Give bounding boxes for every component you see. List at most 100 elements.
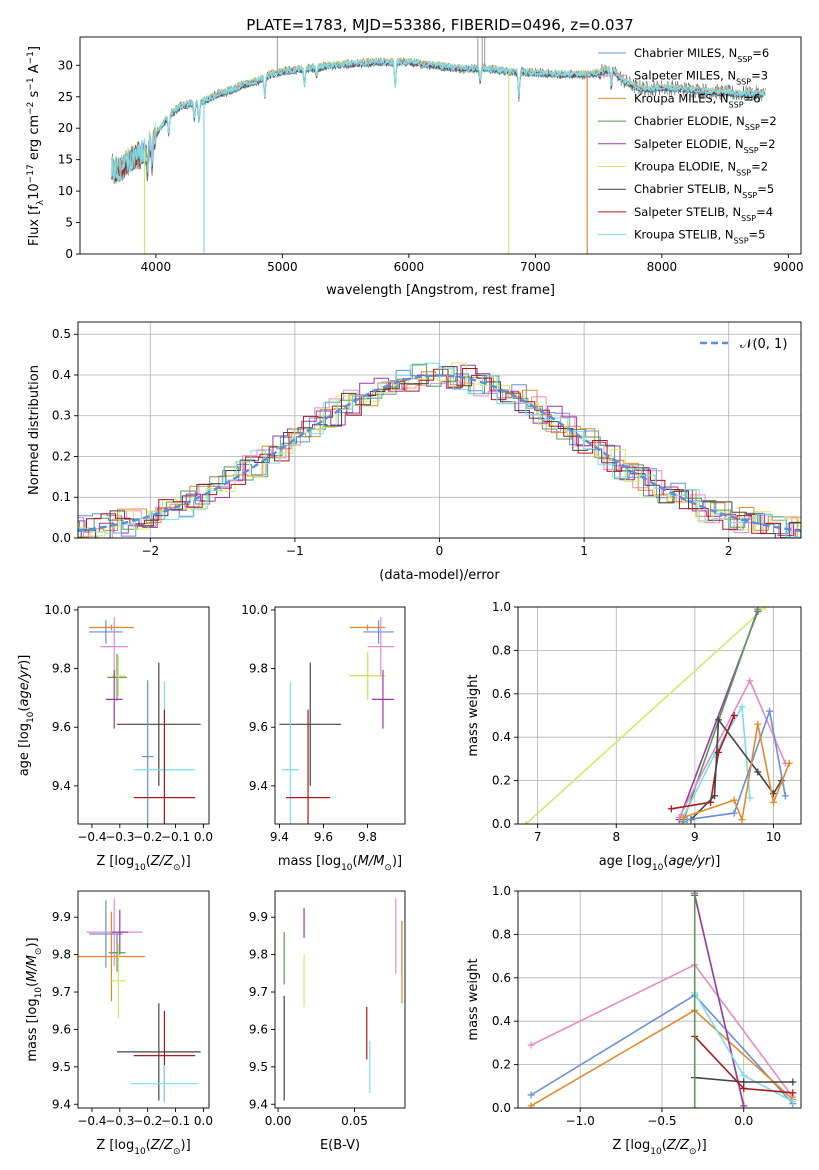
y-tick-label: 9.5 bbox=[249, 1060, 268, 1074]
legend-entry-nssp: 6 bbox=[762, 46, 769, 60]
legend-entry-subscript: SSP bbox=[736, 77, 751, 86]
x-tick-label: 0.0 bbox=[734, 1114, 753, 1128]
x-axis-label-part: )] bbox=[392, 854, 402, 869]
y-tick-label: 9.4 bbox=[52, 1097, 71, 1111]
residual-histogram-step bbox=[78, 364, 801, 536]
mass-weight-marker bbox=[766, 707, 774, 715]
x-axis-label-part: ⊙ bbox=[173, 1147, 181, 1157]
y-tick-label: 1.0 bbox=[492, 600, 511, 614]
y-axis-label-part: −1 bbox=[26, 51, 36, 64]
legend-entry-subscript: SSP bbox=[742, 191, 757, 200]
y-tick-label: 9.4 bbox=[249, 779, 268, 793]
error-bar-marker bbox=[111, 943, 126, 1019]
error-bar-marker bbox=[279, 662, 342, 786]
legend-entry-subscript: SSP bbox=[745, 123, 760, 132]
mass-weight-marker bbox=[691, 891, 699, 897]
legend-entry: Chabrier ELODIE, NSSP=2 bbox=[634, 114, 777, 132]
x-tick-label: −1 bbox=[286, 544, 304, 558]
error-bar-marker bbox=[286, 709, 331, 824]
y-tick-label: 0.2 bbox=[52, 449, 71, 463]
mass-weight-marker bbox=[730, 712, 738, 719]
legend-entry-equals: = bbox=[749, 228, 759, 242]
y-tick-label: 15 bbox=[58, 153, 73, 167]
error-bar-marker bbox=[89, 620, 123, 644]
mass-weight-line bbox=[525, 607, 767, 824]
legend-entry-label: Salpeter STELIB, N bbox=[634, 205, 741, 219]
legend-entry-label: Kroupa MILES, N bbox=[634, 91, 729, 105]
mass-weight-marker bbox=[667, 805, 675, 813]
y-axis-label-part: ( bbox=[25, 982, 40, 987]
plot-area bbox=[527, 891, 797, 1108]
x-tick-label: 4000 bbox=[141, 260, 172, 274]
legend-entry-label: Kroupa ELODIE, N bbox=[634, 160, 736, 174]
mass-vs-metallicity-panel: −0.4−0.3−0.2−0.1 0.0 9.4 9.5 9.6 9.7 9.8 9.9 Z [… bbox=[25, 890, 213, 1157]
age-vs-metallicity-panel: −0.4−0.3−0.2−0.1 0.09.49.69.810.0Z [log10… bbox=[17, 603, 213, 873]
mass-weight-marker bbox=[740, 1071, 748, 1079]
x-axis-label: Z [log10(Z/Z⊙)] bbox=[612, 1138, 706, 1157]
y-axis-label-part: 10 bbox=[34, 987, 44, 999]
mass-weight-marker bbox=[730, 809, 738, 817]
plot-area bbox=[522, 607, 793, 824]
x-tick-label: −2 bbox=[141, 544, 159, 558]
y-axis-label-part: ( bbox=[17, 707, 32, 712]
x-axis-label-part: Z/Z bbox=[150, 854, 174, 869]
y-axis-label-part: s bbox=[27, 90, 42, 101]
y-tick-label: 9.5 bbox=[52, 1060, 71, 1074]
mass-weight-marker bbox=[527, 1091, 535, 1099]
x-axis-label: age [log10(age/yr)] bbox=[599, 854, 721, 873]
axes-box bbox=[517, 606, 802, 825]
legend-entry: Salpeter MILES, NSSP=3 bbox=[634, 69, 768, 87]
plot-area bbox=[279, 617, 394, 824]
x-axis-label-part: )] bbox=[697, 1138, 707, 1153]
mass-weight-marker bbox=[711, 792, 719, 800]
y-tick-label: 10.0 bbox=[241, 603, 268, 617]
y-axis-label-part: )] bbox=[17, 655, 32, 665]
y-axis-label-part: 10 bbox=[26, 711, 36, 723]
x-axis-label: E(B-V) bbox=[320, 1138, 360, 1153]
x-tick-label: 9 bbox=[691, 830, 699, 844]
y-axis-label-part: 10 bbox=[27, 183, 42, 200]
y-axis-label: mass weight bbox=[466, 674, 481, 756]
residual-histogram-step bbox=[78, 371, 801, 538]
x-tick-label: −0.3 bbox=[105, 830, 134, 844]
x-tick-label: 8000 bbox=[647, 260, 678, 274]
x-axis-label-part: Z [log bbox=[612, 1138, 650, 1153]
y-tick-label: 9.6 bbox=[249, 1022, 268, 1036]
mass-weight-marker bbox=[738, 816, 746, 824]
axes-frame: −2 −1 0 1 2 0.0 0.1 0.2 0.3 0.4 0.5 𝒩(0, 1) bbox=[52, 321, 802, 558]
legend-entry: Salpeter ELODIE, NSSP=2 bbox=[634, 137, 776, 155]
axes-box bbox=[79, 36, 802, 255]
spectrum-panel: PLATE=1783, MJD=53386, FIBERID=0496, z=0… bbox=[26, 16, 804, 298]
x-axis-label: (data-model)/error bbox=[379, 568, 500, 583]
x-tick-label: −0.2 bbox=[133, 830, 162, 844]
legend-entry: Kroupa MILES, NSSP=6 bbox=[634, 91, 761, 109]
model-spectrum-line bbox=[111, 61, 766, 182]
y-tick-label: 9.9 bbox=[52, 910, 71, 924]
error-bar-marker bbox=[363, 620, 394, 644]
legend-entry-nssp: 4 bbox=[766, 205, 773, 219]
x-axis-label: Z [log10(Z/Z⊙)] bbox=[96, 854, 190, 873]
y-axis-label: age [log10(age/yr)] bbox=[17, 655, 36, 777]
error-bar-marker bbox=[100, 617, 129, 676]
residual-histogram-step bbox=[78, 380, 801, 538]
mass-weight-marker bbox=[754, 720, 762, 728]
legend-entry-label: Chabrier STELIB, N bbox=[634, 182, 742, 196]
error-bar-marker bbox=[133, 709, 196, 824]
mass-weight-marker bbox=[738, 703, 746, 711]
legend-entry-label: Chabrier MILES, N bbox=[634, 46, 737, 60]
mass-weight-marker bbox=[740, 1084, 748, 1092]
y-tick-label: 9.6 bbox=[52, 720, 71, 734]
mass-weight-marker bbox=[785, 759, 793, 767]
x-axis-label-part: Z/Z bbox=[150, 1138, 174, 1153]
mass-weight-marker bbox=[527, 1041, 535, 1049]
x-tick-label: 2 bbox=[725, 544, 733, 558]
legend-entry-equals: = bbox=[751, 69, 761, 83]
legend-entry: Kroupa ELODIE, NSSP=2 bbox=[634, 160, 768, 178]
residual-histogram-step bbox=[78, 362, 801, 537]
mass-weight-line bbox=[682, 724, 790, 823]
error-bar-marker bbox=[367, 617, 394, 676]
x-tick-label: −0.1 bbox=[161, 1114, 190, 1128]
y-axis-label-part: −1 bbox=[26, 77, 36, 90]
error-bar-marker bbox=[111, 655, 126, 697]
